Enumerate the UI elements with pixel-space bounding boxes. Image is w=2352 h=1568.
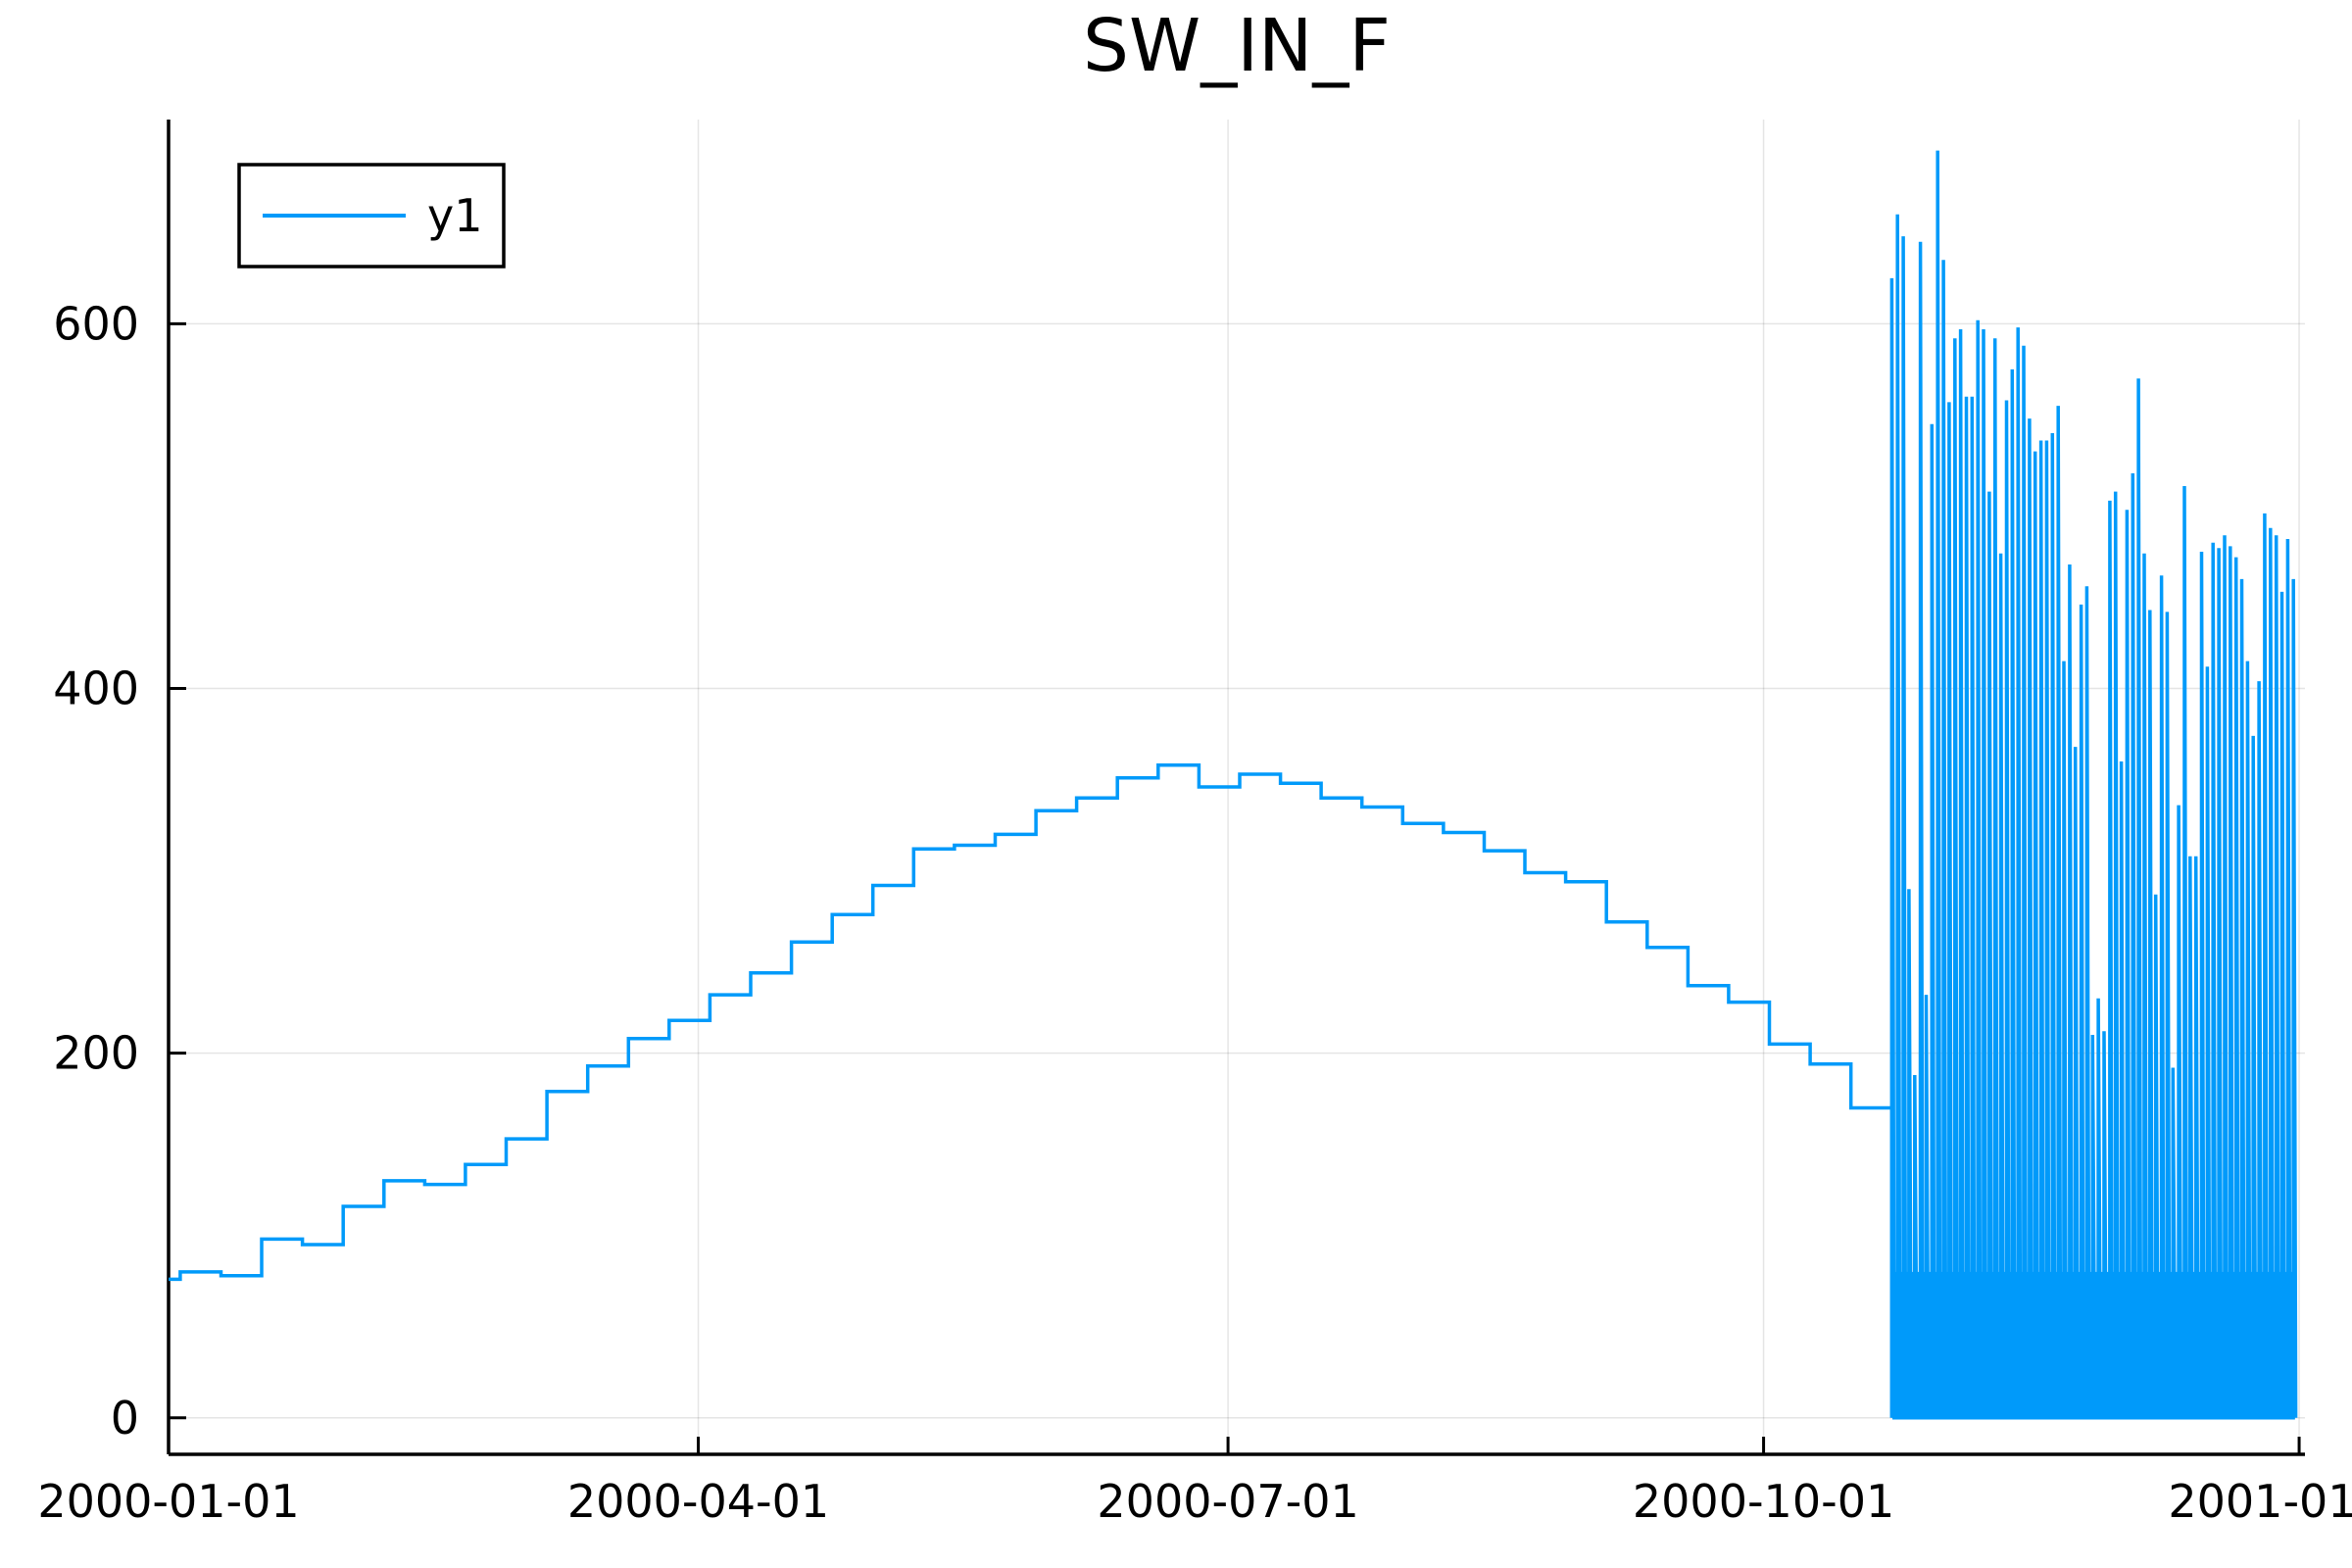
x-tick-label: 2001-01-01 [2168, 1475, 2352, 1528]
y-axis-ticks: 0 200 400 600 [53, 297, 186, 1445]
x-tick-label: 2000-10-01 [1633, 1475, 1894, 1528]
x-axis-ticks: 2000-01-01 2000-04-01 2000-07-01 2000-10-01… [37, 1437, 2352, 1528]
series-line-y1 [169, 150, 2298, 1420]
series-area-y1 [1891, 1271, 2294, 1418]
legend: y1 [237, 163, 506, 269]
y-tick-label: 200 [53, 1027, 139, 1080]
y-tick-label: 0 [111, 1392, 139, 1445]
legend-label: y1 [427, 189, 483, 242]
x-tick-label: 2000-04-01 [567, 1475, 829, 1528]
axes [167, 120, 2305, 1456]
x-tick-label: 2000-07-01 [1097, 1475, 1358, 1528]
x-tick-label: 2000-01-01 [37, 1475, 299, 1528]
grid [168, 120, 2305, 1454]
y-tick-label: 600 [53, 297, 139, 350]
chart-title: SW_IN_F [1083, 4, 1391, 88]
series-layer [169, 150, 2298, 1420]
y-tick-label: 400 [53, 662, 139, 715]
